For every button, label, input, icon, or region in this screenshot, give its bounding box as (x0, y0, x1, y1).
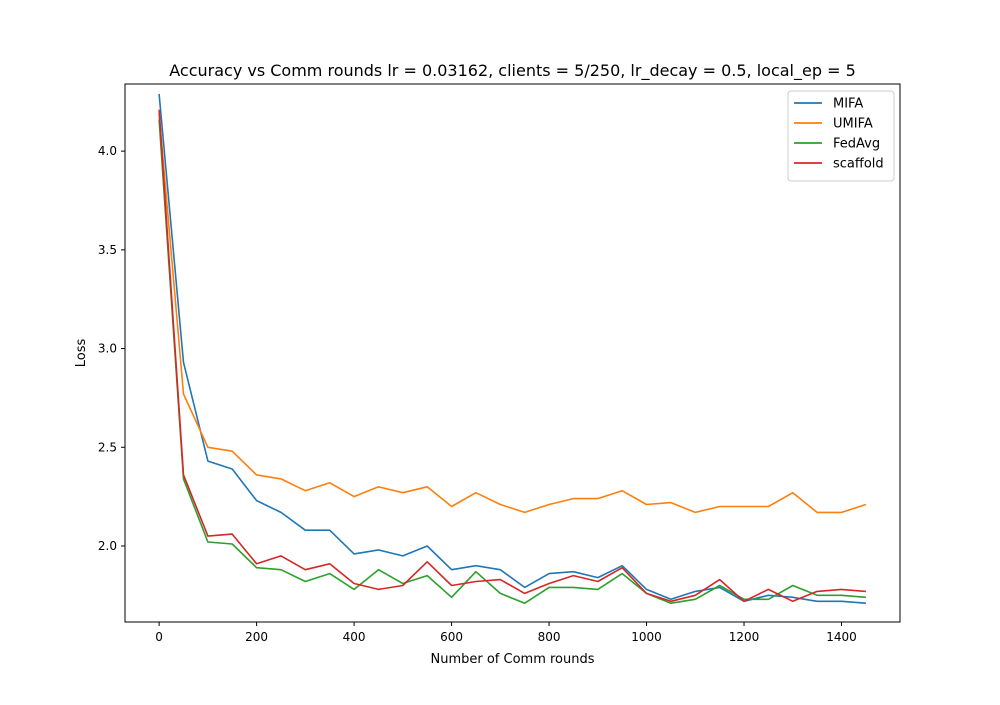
series-layer (158, 93, 867, 605)
legend-label-mifa: MIFA (833, 97, 863, 112)
x-tick-label: 400 (343, 630, 366, 644)
series-line-umifa (158, 113, 867, 514)
x-tick-label: 1400 (826, 630, 857, 644)
x-tick-label: 800 (538, 630, 561, 644)
x-axis-label: Number of Comm rounds (430, 652, 594, 667)
x-tick-label: 1000 (631, 630, 662, 644)
ticks-layer: 0 200 400 600 800 1000 1200 1400 2.0 2.5 3.0 3.5 4.0 (98, 144, 857, 644)
x-tick-label: 0 (155, 630, 163, 644)
legend-label-fedavg: FedAvg (833, 137, 880, 152)
x-tick-label: 600 (440, 630, 463, 644)
series-line-scaffold (158, 109, 866, 603)
plot-frame (124, 83, 901, 623)
x-tick-label: 1200 (729, 630, 760, 644)
series-line-mifa (158, 93, 866, 604)
legend-label-scaffold: scaffold (833, 157, 884, 172)
y-axis-label: Loss (74, 339, 89, 368)
y-tick-label: 3.0 (98, 342, 117, 356)
y-tick-label: 2.5 (98, 440, 117, 454)
x-tick-label: 200 (245, 630, 268, 644)
y-tick-label: 3.5 (98, 243, 117, 257)
y-tick-label: 2.0 (98, 539, 117, 553)
legend: MIFA UMIFA FedAvg scaffold (787, 90, 895, 182)
legend-label-umifa: UMIFA (833, 117, 873, 132)
chart-title: Accuracy vs Comm rounds lr = 0.03162, cl… (169, 61, 856, 81)
y-tick-label: 4.0 (98, 144, 117, 158)
legend-box (787, 90, 895, 182)
